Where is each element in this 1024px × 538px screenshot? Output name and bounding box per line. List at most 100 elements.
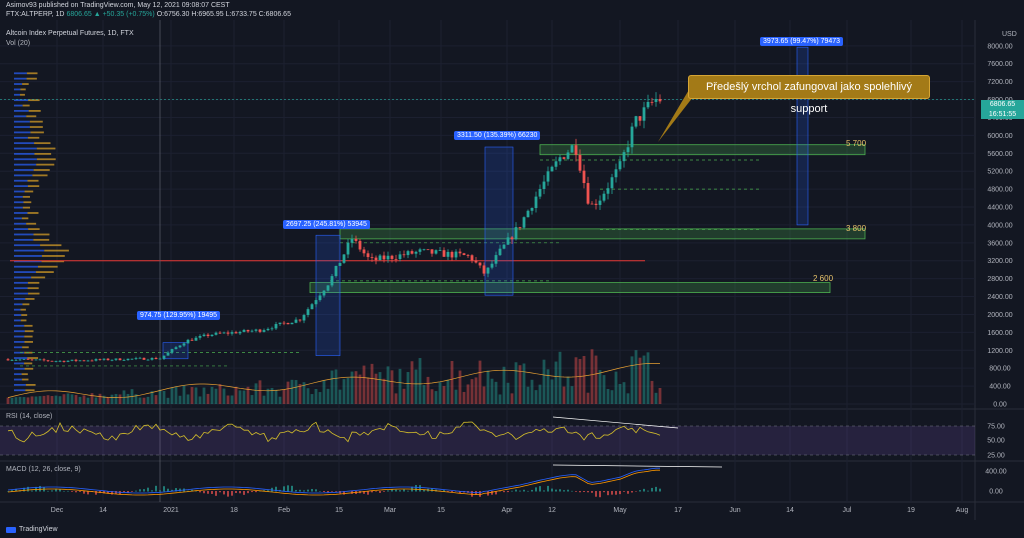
macd-histogram-bar [251, 491, 253, 493]
candle-body [514, 227, 518, 240]
volume-bar [158, 389, 162, 404]
candle-body [474, 260, 478, 263]
volume-bar [102, 395, 106, 404]
macd-histogram-bar [55, 488, 57, 492]
candle-body [618, 161, 622, 170]
volume-profile-bar [22, 195, 30, 198]
volume-profile-bar [14, 298, 26, 300]
candle-body [178, 345, 182, 348]
macd-histogram-bar [135, 490, 137, 492]
candle-body [290, 322, 294, 325]
volume-profile-bar [14, 238, 34, 241]
tradingview-brand[interactable]: TradingView [6, 526, 58, 533]
volume-profile-bar [40, 244, 62, 247]
volume-bar [242, 390, 246, 404]
volume-bar [50, 395, 54, 404]
price-tick-label: 4000.00 [987, 222, 1012, 229]
macd-histogram-bar [383, 491, 385, 492]
volume-bar [550, 379, 554, 404]
volume-bar [470, 379, 474, 404]
rsi-tick-label: 75.00 [987, 424, 1005, 431]
rsi-divergence-line [552, 416, 679, 429]
volume-bar [638, 357, 642, 404]
volume-profile-bar [27, 212, 39, 214]
volume-bar [218, 384, 222, 404]
volume-bar [354, 371, 358, 404]
volume-bar [90, 393, 94, 404]
volume-bar [110, 394, 114, 404]
candle-body [602, 193, 606, 201]
candle-body [370, 257, 374, 258]
macd-histogram-bar [127, 491, 129, 494]
macd-histogram-bar [479, 491, 481, 497]
macd-histogram-bar [311, 488, 313, 492]
candle-body [582, 170, 586, 184]
volume-profile-bar [14, 131, 31, 134]
candle-body [78, 360, 82, 362]
volume-bar [166, 397, 170, 404]
volume-bar [594, 355, 598, 404]
candle-body [158, 358, 162, 360]
volume-bar [626, 393, 630, 404]
measure-label-1: 974.75 (129.95%) 19495 [137, 311, 221, 320]
volume-bar [86, 397, 90, 404]
volume-profile-bar [44, 249, 69, 252]
volume-bar [562, 386, 566, 404]
candle-body [106, 358, 110, 361]
macd-histogram-bar [379, 491, 381, 493]
volume-profile-bar [34, 142, 51, 145]
candle-body [110, 359, 114, 361]
candle-body [198, 336, 202, 338]
macd-histogram-bar [371, 491, 373, 493]
volume-bar [442, 386, 446, 404]
annotation-callout[interactable]: Předešlý vrchol zafungoval jako spolehli… [688, 75, 930, 115]
candle-body [438, 250, 442, 252]
candle-body [470, 255, 474, 261]
volume-bar [378, 372, 382, 404]
candle-body [546, 171, 550, 182]
symbol-name[interactable]: FTX:ALTPERP, 1D [6, 11, 65, 18]
volume-bar [498, 394, 502, 404]
macd-histogram-bar [399, 490, 401, 492]
macd-histogram-bar [583, 491, 585, 493]
candle-body [406, 251, 410, 256]
candle-body [554, 161, 558, 167]
candle-body [210, 334, 214, 337]
volume-bar [286, 381, 290, 404]
macd-histogram-bar [443, 490, 445, 492]
candle-body [586, 183, 590, 204]
candle-body [182, 343, 186, 346]
macd-histogram-bar [647, 490, 649, 492]
volume-profile-bar [14, 292, 29, 295]
candle-body [50, 360, 54, 362]
volume-bar [654, 392, 658, 404]
volume-bar [174, 386, 178, 404]
macd-histogram-bar [595, 491, 597, 497]
candle-body [6, 359, 10, 361]
volume-bar [558, 351, 562, 404]
macd-label: MACD (12, 26, close, 9) [6, 466, 81, 473]
candle-body [278, 322, 282, 325]
volume-profile-bar [26, 222, 37, 225]
candle-body [354, 238, 358, 241]
volume-bar [338, 389, 342, 404]
candle-body [574, 145, 578, 155]
volume-bar [74, 395, 78, 404]
volume-bar [402, 388, 406, 404]
volume-profile-bar [36, 147, 56, 150]
volume-bar [386, 366, 390, 404]
volume-profile-bar [14, 163, 37, 166]
volume-profile-bar [29, 120, 43, 123]
candle-body [350, 238, 354, 243]
candle-body [90, 360, 94, 362]
volume-bar [658, 387, 662, 404]
level-label-3800: 3 800 [846, 224, 867, 233]
candle-body [218, 332, 222, 334]
candle-body [186, 339, 190, 344]
volume-bar [94, 397, 98, 404]
macd-histogram-bar [327, 491, 329, 493]
volume-bar [274, 389, 278, 404]
macd-histogram-bar [631, 491, 633, 493]
candle-body [414, 251, 418, 254]
volume-bar [254, 383, 258, 404]
